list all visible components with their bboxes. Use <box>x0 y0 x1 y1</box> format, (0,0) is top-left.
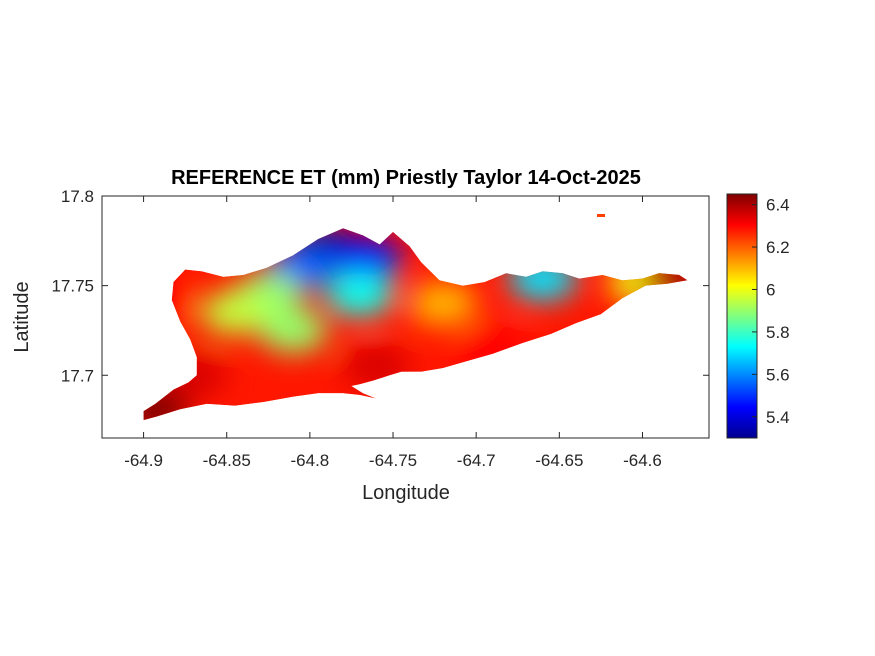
colorbar: 5.4 5.6 5.8 6 6.2 6.4 <box>726 193 790 439</box>
x-axis-label: Longitude <box>362 482 450 504</box>
x-tick-label: -64.6 <box>623 451 662 470</box>
y-tick-label: 17.7 <box>61 366 94 385</box>
colorbar-tick-label: 5.6 <box>766 365 790 384</box>
x-axis: -64.9 -64.85 -64.8 -64.75 -64.7 -64.65 -64.6 <box>124 196 662 470</box>
axes: -64.9 -64.85 -64.8 -64.75 -64.7 -64.65 -64.6 1… <box>51 187 710 470</box>
x-tick-label: -64.7 <box>457 451 496 470</box>
colorbar-tick-label: 5.8 <box>766 323 790 342</box>
x-tick-label: -64.85 <box>203 451 251 470</box>
colorbar-tick-label: 6 <box>766 280 775 299</box>
axes-frame <box>101 195 710 439</box>
x-tick-label: -64.65 <box>535 451 583 470</box>
chart-title: REFERENCE ET (mm) Priestly Taylor 14-Oct… <box>171 167 641 189</box>
heatmap-region <box>143 228 688 421</box>
y-axis: 17.7 17.75 17.8 <box>51 187 709 385</box>
islet <box>597 214 605 217</box>
x-tick-label: -64.8 <box>291 451 330 470</box>
y-tick-label: 17.75 <box>51 277 94 296</box>
colorbar-tick-label: 6.4 <box>766 196 790 215</box>
x-tick-label: -64.9 <box>124 451 163 470</box>
y-tick-label: 17.8 <box>61 187 94 206</box>
colorbar-tick-label: 5.4 <box>766 408 790 427</box>
heatmap-cell <box>259 308 328 353</box>
colorbar-gradient <box>726 193 758 439</box>
heatmap-cell <box>325 272 394 317</box>
x-tick-label: -64.75 <box>369 451 417 470</box>
colorbar-ticks: 5.4 5.6 5.8 6 6.2 6.4 <box>752 196 790 427</box>
heatmap-cell <box>143 387 190 421</box>
colorbar-tick-label: 6.2 <box>766 238 790 257</box>
heatmap-cell <box>408 281 477 326</box>
heatmap-cell <box>334 236 403 281</box>
y-axis-label: Latitude <box>11 281 33 352</box>
heatmap-cell <box>201 290 270 335</box>
